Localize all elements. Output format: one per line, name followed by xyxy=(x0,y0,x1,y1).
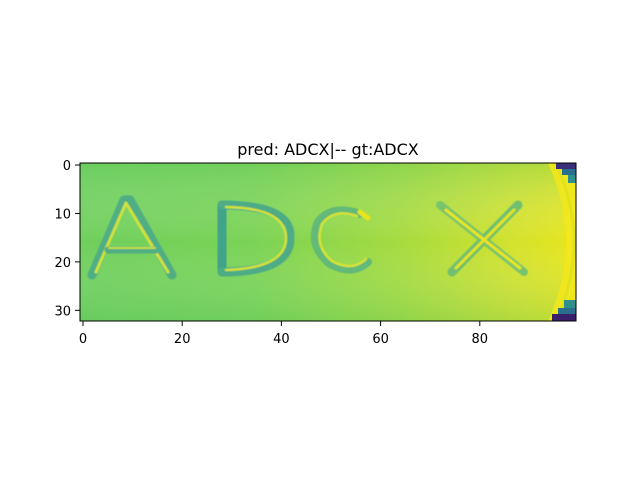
plot-title: pred: ADCX|-- gt:ADCX xyxy=(237,140,419,159)
y-axis: 0 10 20 30 xyxy=(54,159,80,319)
y-tick-label: 10 xyxy=(54,207,71,222)
y-tick-label: 0 xyxy=(63,159,71,174)
x-axis: 0 20 40 60 80 xyxy=(79,321,488,347)
x-tick-label: 0 xyxy=(79,332,87,347)
x-tick-label: 40 xyxy=(273,332,290,347)
y-tick-label: 20 xyxy=(54,256,71,271)
embossed-lettering xyxy=(87,195,528,280)
axes-frame xyxy=(79,162,577,322)
x-tick-label: 20 xyxy=(174,332,191,347)
x-tick-label: 80 xyxy=(472,332,489,347)
y-tick-label: 30 xyxy=(54,304,71,319)
x-tick-label: 60 xyxy=(372,332,389,347)
image-content xyxy=(80,163,576,321)
